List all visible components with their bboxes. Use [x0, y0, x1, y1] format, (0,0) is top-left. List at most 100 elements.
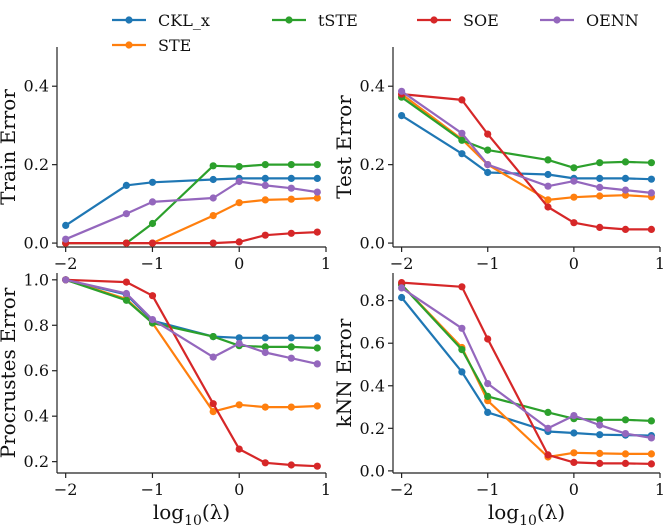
- data-point: [570, 177, 578, 185]
- data-point: [235, 339, 243, 348]
- data-point: [458, 346, 466, 354]
- data-point: [544, 451, 552, 459]
- y-tick-label: 0.6: [24, 361, 49, 380]
- x-label-subscript: 10: [519, 513, 537, 529]
- x-tick-label: −2: [390, 480, 414, 499]
- legend-item-ckl-x: CKL_x: [112, 11, 210, 30]
- data-point: [287, 354, 295, 362]
- series-line: [65, 180, 318, 241]
- data-point: [484, 380, 492, 388]
- data-point: [647, 450, 656, 458]
- data-point: [596, 192, 604, 200]
- series-line: [400, 93, 652, 201]
- x-label-suffix: (λ): [537, 500, 565, 524]
- data-point: [261, 403, 269, 411]
- series-line: [65, 278, 318, 365]
- y-tick-label: 0.8: [360, 291, 385, 310]
- data-point: [647, 175, 656, 183]
- series-ste: [62, 276, 321, 416]
- data-point: [209, 175, 217, 184]
- data-point: [596, 421, 604, 429]
- x-tick-label: 0: [234, 480, 244, 499]
- data-point: [596, 459, 604, 467]
- data-point: [458, 150, 466, 158]
- data-point: [398, 293, 406, 302]
- data-point: [621, 430, 630, 438]
- series-line: [65, 196, 318, 245]
- data-point: [209, 194, 217, 202]
- data-point: [261, 161, 269, 169]
- data-point: [313, 462, 321, 470]
- y-tick-label: 0.0: [360, 234, 385, 253]
- data-point: [209, 400, 217, 408]
- series-line: [400, 90, 652, 194]
- legend-marker: [125, 16, 133, 24]
- legend-label: STE: [158, 36, 191, 55]
- data-point: [122, 296, 130, 304]
- data-point: [570, 458, 578, 466]
- y-tick-label: 0.4: [24, 77, 49, 96]
- data-point: [62, 235, 70, 243]
- data-point: [122, 289, 130, 298]
- y-tick-label: 1.0: [24, 270, 49, 289]
- series-soe: [398, 279, 656, 468]
- data-point: [313, 174, 321, 182]
- panel-knn-error: 0.0 0.2 0.4 0.6 0.8 −2 −1 0 1 kNN Error log10(λ): [332, 273, 664, 529]
- data-point: [596, 174, 604, 182]
- series-ckl-x: [398, 293, 656, 440]
- data-point: [313, 194, 321, 202]
- legend-item-soe: SOE: [417, 11, 499, 30]
- data-point: [122, 239, 130, 247]
- data-point: [458, 283, 466, 291]
- data-point: [209, 212, 217, 220]
- x-label-subscript: 10: [184, 513, 202, 529]
- data-point: [287, 403, 295, 411]
- series-line: [65, 177, 318, 227]
- data-point: [647, 189, 656, 197]
- data-point: [261, 181, 269, 189]
- x-tick-label: −1: [476, 480, 500, 499]
- data-point: [148, 292, 157, 300]
- y-tick-label: 0.4: [360, 77, 385, 96]
- legend-marker: [430, 16, 438, 24]
- x-label-prefix: log: [488, 500, 519, 524]
- series-tste: [398, 93, 656, 172]
- y-tick-label: 0.4: [360, 376, 385, 395]
- series-line: [401, 93, 652, 231]
- series-oenn: [398, 87, 656, 197]
- series-oenn: [398, 284, 656, 442]
- x-label-suffix: (λ): [202, 500, 230, 524]
- data-point: [544, 408, 552, 416]
- data-point: [209, 162, 217, 170]
- data-point: [621, 416, 630, 424]
- series-oenn: [62, 276, 321, 368]
- legend-label: OENN: [586, 11, 639, 30]
- data-point: [235, 445, 243, 453]
- y-tick-label: 0.4: [24, 407, 49, 426]
- panel-train-error: 0.0 0.2 0.4 −2 −1 0 1 Train Error: [0, 47, 331, 273]
- series-line: [400, 286, 652, 439]
- data-point: [148, 219, 157, 228]
- data-point: [621, 174, 630, 182]
- data-point: [261, 459, 269, 467]
- data-point: [148, 178, 157, 186]
- data-point: [596, 223, 604, 231]
- x-tick-label: 1: [655, 480, 664, 499]
- data-point: [484, 408, 492, 416]
- data-point: [621, 158, 630, 166]
- data-point: [544, 203, 552, 211]
- series-ste: [398, 281, 656, 461]
- data-point: [570, 164, 578, 172]
- panel-procrustes-error: 0.2 0.4 0.6 0.8 1.0 −2 −1 0 1 Procrustes Error log…: [0, 270, 331, 529]
- data-point: [621, 225, 630, 233]
- data-point: [287, 334, 295, 342]
- data-point: [570, 412, 578, 420]
- data-point: [148, 198, 157, 206]
- data-point: [261, 334, 269, 342]
- legend-label: CKL_x: [158, 11, 210, 30]
- data-point: [235, 334, 243, 342]
- data-point: [313, 360, 321, 368]
- series-line: [400, 96, 652, 169]
- x-tick-label: −2: [54, 254, 78, 273]
